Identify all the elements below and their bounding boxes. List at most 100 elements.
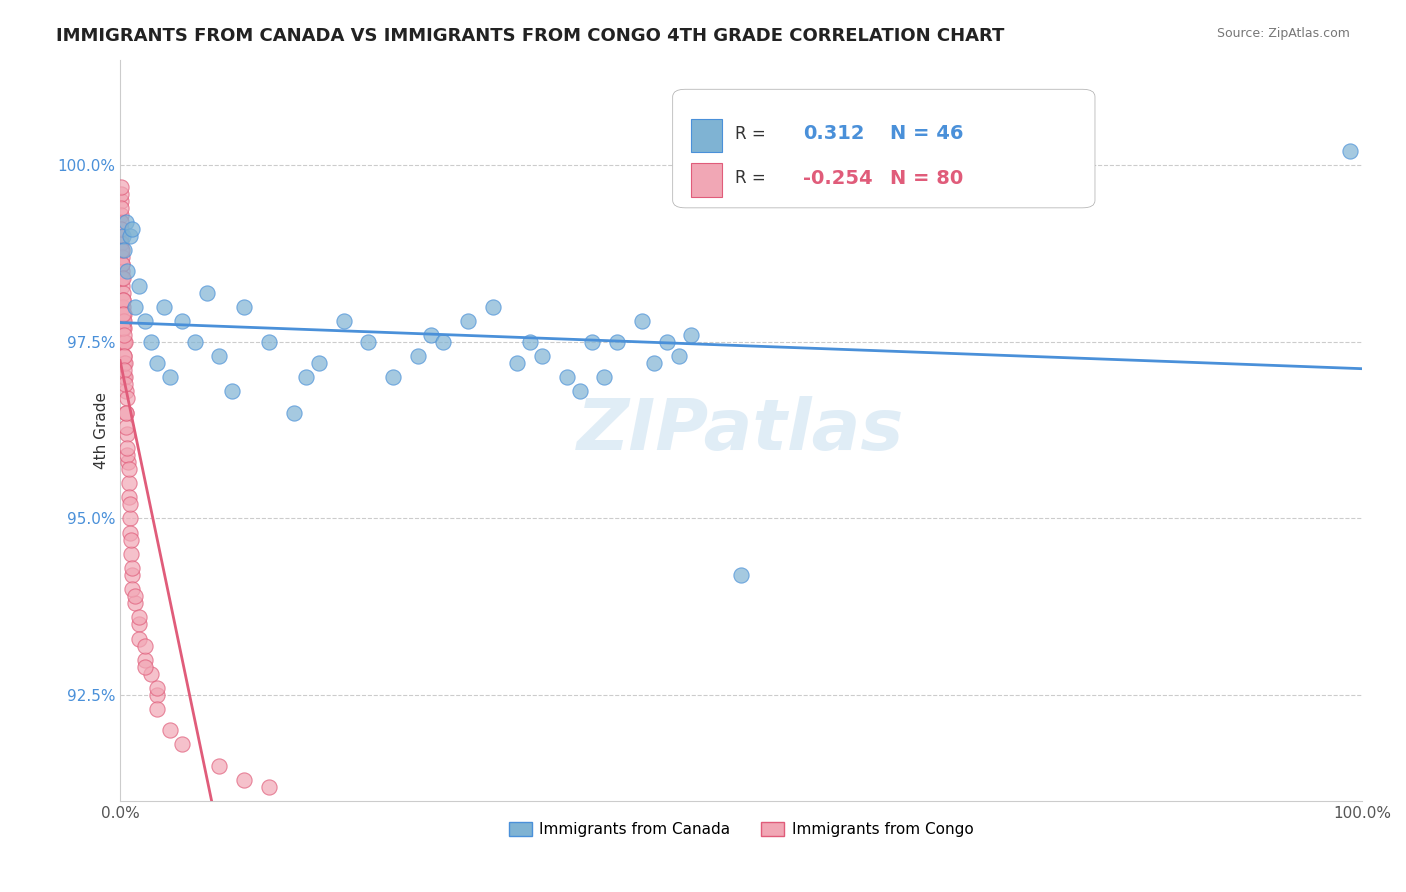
Point — [115, 406, 138, 420]
Point — [118, 525, 141, 540]
Point — [117, 441, 139, 455]
Text: N = 80: N = 80 — [890, 169, 963, 187]
Point — [121, 568, 143, 582]
Point — [159, 723, 181, 738]
Point — [172, 738, 194, 752]
Point — [172, 314, 194, 328]
Point — [117, 455, 139, 469]
Point — [146, 702, 169, 716]
Point — [128, 278, 150, 293]
Point — [112, 293, 135, 307]
Point — [114, 384, 136, 399]
Text: Source: ZipAtlas.com: Source: ZipAtlas.com — [1216, 27, 1350, 40]
Bar — [692, 163, 723, 197]
Point — [110, 208, 132, 222]
Point — [146, 356, 169, 370]
Point — [134, 639, 156, 653]
Point — [115, 406, 138, 420]
Point — [481, 300, 503, 314]
Point — [124, 300, 146, 314]
Point — [112, 356, 135, 370]
Point — [581, 334, 603, 349]
Point — [111, 257, 134, 271]
Point — [121, 222, 143, 236]
Point — [110, 179, 132, 194]
Point — [111, 271, 134, 285]
Point — [730, 568, 752, 582]
Point — [139, 666, 162, 681]
Point — [531, 349, 554, 363]
Text: R =: R = — [735, 169, 765, 187]
Point — [308, 356, 330, 370]
Point — [110, 215, 132, 229]
Point — [121, 582, 143, 596]
Point — [120, 547, 142, 561]
Text: 0.312: 0.312 — [803, 124, 865, 144]
Point — [111, 300, 134, 314]
Point — [506, 356, 529, 370]
Point — [110, 186, 132, 201]
Point — [110, 257, 132, 271]
Text: N = 46: N = 46 — [890, 124, 963, 144]
Point — [283, 406, 305, 420]
Point — [233, 300, 256, 314]
Point — [118, 491, 141, 505]
Point — [112, 321, 135, 335]
Point — [593, 370, 616, 384]
Point — [110, 194, 132, 208]
Legend: Immigrants from Canada, Immigrants from Congo: Immigrants from Canada, Immigrants from … — [501, 814, 981, 845]
Point — [112, 327, 135, 342]
Point — [124, 589, 146, 603]
Point — [419, 327, 441, 342]
Point — [432, 334, 454, 349]
Point — [117, 448, 139, 462]
Point — [146, 681, 169, 695]
Point — [128, 632, 150, 646]
Point — [114, 334, 136, 349]
Text: -0.254: -0.254 — [803, 169, 873, 187]
Text: ZIPatlas: ZIPatlas — [578, 396, 904, 465]
Point — [121, 561, 143, 575]
Point — [183, 334, 205, 349]
Point — [118, 462, 141, 476]
Point — [115, 419, 138, 434]
Point — [139, 334, 162, 349]
Point — [111, 229, 134, 244]
Point — [134, 659, 156, 673]
Point — [111, 250, 134, 264]
Point — [152, 300, 174, 314]
Point — [112, 370, 135, 384]
Point — [115, 392, 138, 406]
Point — [668, 349, 690, 363]
Point — [114, 370, 136, 384]
Point — [111, 293, 134, 307]
Point — [332, 314, 354, 328]
Text: IMMIGRANTS FROM CANADA VS IMMIGRANTS FROM CONGO 4TH GRADE CORRELATION CHART: IMMIGRANTS FROM CANADA VS IMMIGRANTS FRO… — [56, 27, 1005, 45]
Point — [118, 511, 141, 525]
Point — [357, 334, 380, 349]
Point — [117, 264, 139, 278]
Point — [382, 370, 405, 384]
Point — [128, 617, 150, 632]
Point — [112, 314, 135, 328]
Point — [111, 278, 134, 293]
Point — [406, 349, 429, 363]
Point — [257, 780, 280, 794]
Point — [110, 236, 132, 251]
Point — [112, 307, 135, 321]
Point — [112, 349, 135, 363]
Point — [110, 244, 132, 258]
Y-axis label: 4th Grade: 4th Grade — [94, 392, 108, 468]
Point — [115, 215, 138, 229]
Point — [146, 688, 169, 702]
Point — [111, 334, 134, 349]
Point — [110, 222, 132, 236]
Point — [112, 314, 135, 328]
Point — [606, 334, 628, 349]
Point — [134, 314, 156, 328]
Point — [128, 610, 150, 624]
Point — [111, 314, 134, 328]
Point — [118, 497, 141, 511]
FancyBboxPatch shape — [672, 89, 1095, 208]
Point — [112, 307, 135, 321]
